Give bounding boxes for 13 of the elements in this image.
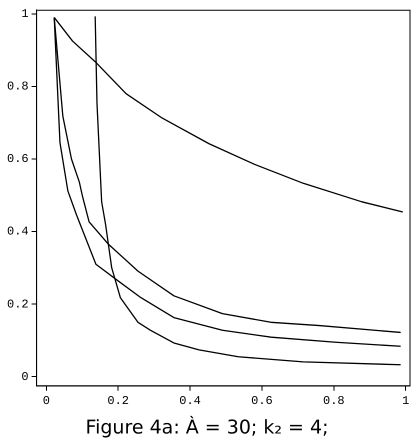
y-tick-label: 0.6 bbox=[6, 152, 29, 166]
x-tick-label: 0.8 bbox=[323, 394, 345, 408]
y-tick-label: 0 bbox=[21, 370, 29, 384]
x-tick-label: 0.6 bbox=[251, 394, 273, 408]
y-tick-label: 0.8 bbox=[6, 80, 29, 94]
y-tick-label: 0.2 bbox=[6, 297, 29, 312]
x-tick-label: 1 bbox=[402, 394, 410, 408]
y-tick-label: 0.4 bbox=[6, 224, 29, 239]
x-tick-label: 0 bbox=[42, 394, 50, 408]
x-tick-label: 0.2 bbox=[107, 394, 129, 408]
text: Figure 4a: À = 30; k₂ = 4; bbox=[86, 416, 328, 439]
x-tick-label: 0.4 bbox=[179, 394, 201, 408]
y-tick-label: 1 bbox=[21, 7, 29, 21]
